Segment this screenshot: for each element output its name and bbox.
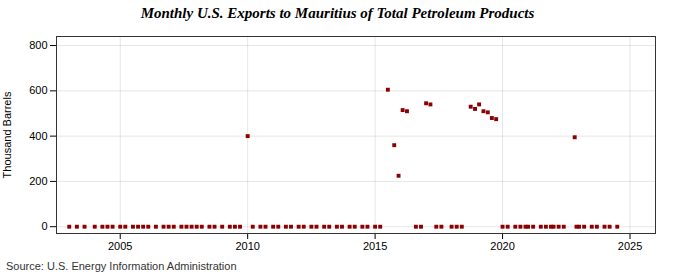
svg-text:400: 400: [29, 130, 47, 142]
html-text:Monthly U.S. Exports to Maurit: Monthly U.S. Exports to Mauritius of Tot…: [140, 5, 535, 21]
svg-text:600: 600: [29, 84, 47, 96]
html-text:Source: U.S. Energy Informatio: Source: U.S. Energy Information Administ…: [6, 260, 237, 272]
svg-text:2015: 2015: [363, 240, 387, 252]
svg-text:Thousand Barrels: Thousand Barrels: [1, 91, 13, 178]
svg-text:800: 800: [29, 39, 47, 51]
svg-text:2020: 2020: [490, 240, 514, 252]
svg-text:2010: 2010: [235, 240, 259, 252]
svg-text:2005: 2005: [108, 240, 132, 252]
svg-text:200: 200: [29, 175, 47, 187]
svg-text:0: 0: [41, 220, 47, 232]
svg-text:2025: 2025: [618, 240, 642, 252]
